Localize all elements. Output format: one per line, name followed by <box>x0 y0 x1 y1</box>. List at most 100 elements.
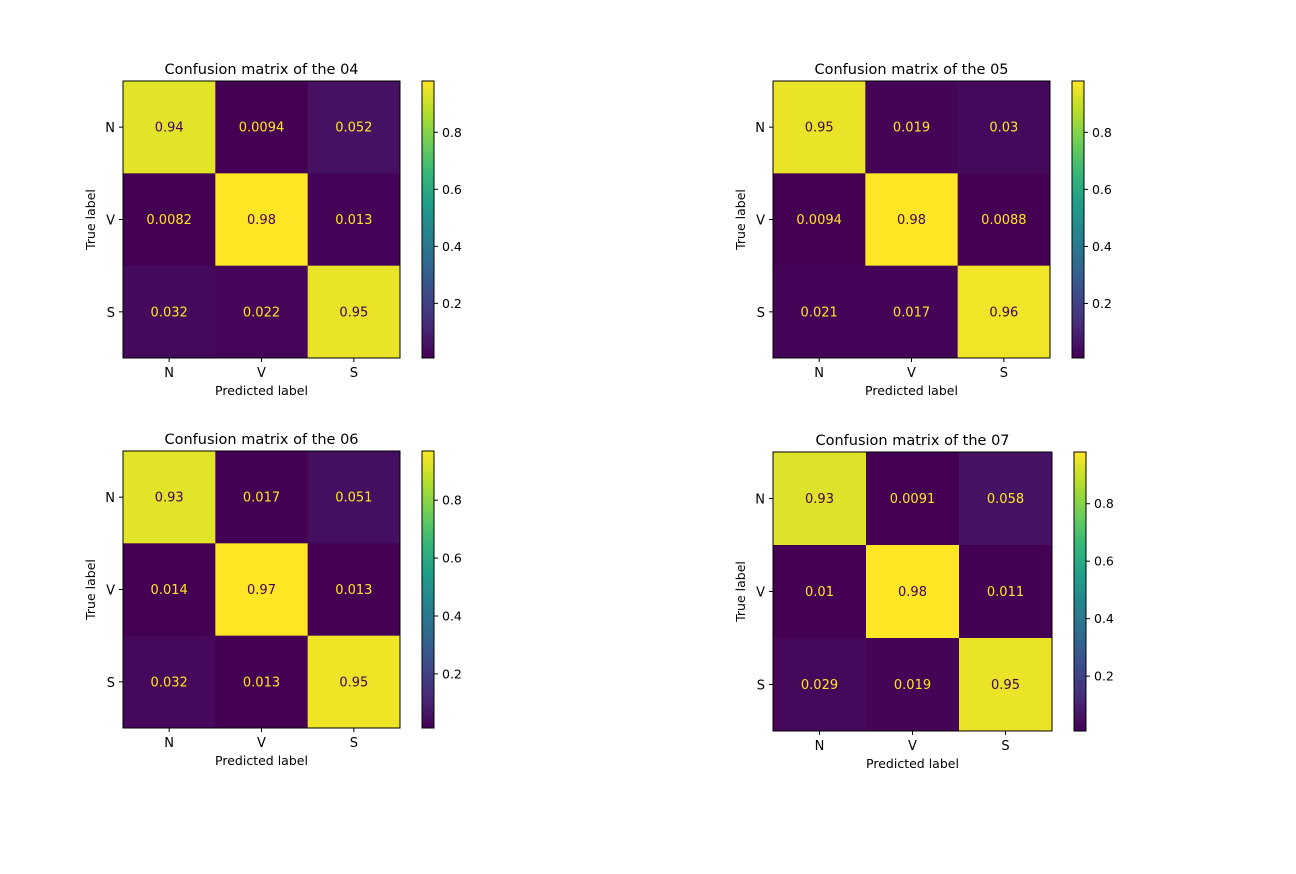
chart-title: Confusion matrix of the 04 <box>164 62 358 78</box>
x-tick-label: N <box>814 366 824 381</box>
matrix-cell <box>959 545 1053 639</box>
y-tick-label: S <box>107 306 115 321</box>
cell-value-label: 0.93 <box>805 492 834 507</box>
matrix-cell <box>865 173 959 267</box>
matrix-cell <box>123 173 216 267</box>
cell-value-label: 0.019 <box>893 121 930 136</box>
matrix-cell <box>866 545 960 639</box>
colorbar <box>1071 80 1085 359</box>
cell-value-label: 0.013 <box>335 583 372 598</box>
y-tick-label: S <box>107 676 115 691</box>
colorbar-tick-label: 0.6 <box>442 551 462 566</box>
matrix-cell <box>123 543 216 637</box>
colorbar-tick-label: 0.6 <box>442 182 462 197</box>
cell-value-label: 0.0094 <box>796 213 842 228</box>
cell-value-label: 0.017 <box>243 491 280 506</box>
matrix-cell <box>773 545 867 639</box>
x-tick-label: V <box>907 366 916 381</box>
colorbar-tick-label: 0.2 <box>442 666 462 681</box>
chart-title: Confusion matrix of the 06 <box>164 432 358 448</box>
cell-value-label: 0.0088 <box>981 213 1027 228</box>
cell-value-label: 0.017 <box>893 305 930 320</box>
x-tick-label: N <box>815 739 825 754</box>
cell-value-label: 0.0091 <box>890 492 936 507</box>
matrix-cell <box>865 81 959 174</box>
matrix-cell <box>957 173 1051 267</box>
x-tick-label: V <box>257 736 266 751</box>
matrix-cell <box>307 543 401 637</box>
matrix-cell <box>773 265 866 359</box>
x-tick-label: N <box>164 366 174 381</box>
matrix-cell <box>307 81 401 174</box>
y-tick-label: N <box>105 491 115 506</box>
confusion-matrix-panel: 0.95 0.019 0.03 0.0094 0.98 0.0088 0.021 0.017 0… <box>733 62 1112 398</box>
x-tick-label: S <box>350 366 358 381</box>
colorbar-tick-label: 0.8 <box>1094 496 1114 511</box>
cell-value-label: 0.021 <box>801 305 838 320</box>
x-axis-label: Predicted label <box>866 756 959 771</box>
matrix-cell <box>123 265 216 359</box>
cell-value-label: 0.022 <box>243 305 280 320</box>
y-axis-label: True label <box>83 559 98 621</box>
confusion-matrix-panel: 0.93 0.017 0.051 0.014 0.97 0.013 0.032 0.013 0.… <box>83 432 462 768</box>
colorbar-tick-label: 0.4 <box>442 608 462 623</box>
y-axis-label: True label <box>733 561 748 623</box>
colorbar-tick-label: 0.2 <box>442 296 462 311</box>
matrix-cell <box>959 452 1053 546</box>
y-tick-label: N <box>105 121 115 136</box>
cell-value-label: 0.95 <box>991 678 1020 693</box>
chart-title: Confusion matrix of the 05 <box>814 62 1008 78</box>
matrix-cell <box>123 635 216 729</box>
y-tick-label: N <box>755 121 765 136</box>
x-axis-label: Predicted label <box>215 383 308 398</box>
cell-value-label: 0.058 <box>987 492 1024 507</box>
x-tick-label: S <box>1001 739 1009 754</box>
matrix-cell <box>957 265 1051 359</box>
matrix-cell <box>773 173 866 267</box>
y-tick-label: V <box>106 214 115 229</box>
cell-value-label: 0.98 <box>247 213 276 228</box>
x-tick-label: S <box>1000 366 1008 381</box>
colorbar-tick-label: 0.8 <box>1092 125 1112 140</box>
x-tick-label: V <box>908 739 917 754</box>
cell-value-label: 0.019 <box>894 678 931 693</box>
y-tick-label: V <box>756 586 765 601</box>
cell-value-label: 0.032 <box>151 305 188 320</box>
colorbar-tick-label: 0.6 <box>1094 554 1114 569</box>
matrix-cell <box>307 173 401 267</box>
colorbar-tick-label: 0.8 <box>442 125 462 140</box>
chart-title: Confusion matrix of the 07 <box>815 433 1009 449</box>
y-axis-label: True label <box>83 189 98 251</box>
matrix-cell <box>865 265 959 359</box>
y-tick-label: S <box>757 679 765 694</box>
cell-value-label: 0.013 <box>243 675 280 690</box>
y-tick-label: V <box>106 584 115 599</box>
matrix-cell <box>215 81 309 174</box>
cell-value-label: 0.93 <box>155 491 184 506</box>
matrix-cell <box>307 635 401 729</box>
matrix-cell <box>307 265 401 359</box>
cell-value-label: 0.01 <box>805 585 834 600</box>
cell-value-label: 0.95 <box>805 121 834 136</box>
cell-value-label: 0.98 <box>897 213 926 228</box>
matrix-cell <box>123 81 216 174</box>
colorbar <box>421 80 435 359</box>
colorbar-tick-label: 0.6 <box>1092 182 1112 197</box>
colorbar <box>1073 451 1087 732</box>
cell-value-label: 0.95 <box>339 675 368 690</box>
cell-value-label: 0.0094 <box>239 121 285 136</box>
colorbar-tick-label: 0.4 <box>1092 239 1112 254</box>
matrix-cell <box>866 638 960 732</box>
confusion-matrix-panel: 0.93 0.0091 0.058 0.01 0.98 0.011 0.029 0.019 0.… <box>733 433 1114 771</box>
matrix-cell <box>866 452 960 546</box>
x-tick-label: S <box>350 736 358 751</box>
cell-value-label: 0.98 <box>898 585 927 600</box>
cell-value-label: 0.95 <box>339 305 368 320</box>
y-tick-label: V <box>756 214 765 229</box>
x-axis-label: Predicted label <box>215 753 308 768</box>
matrix-cell <box>215 265 309 359</box>
matrix-cell <box>215 173 309 267</box>
matrix-cell <box>215 451 309 544</box>
